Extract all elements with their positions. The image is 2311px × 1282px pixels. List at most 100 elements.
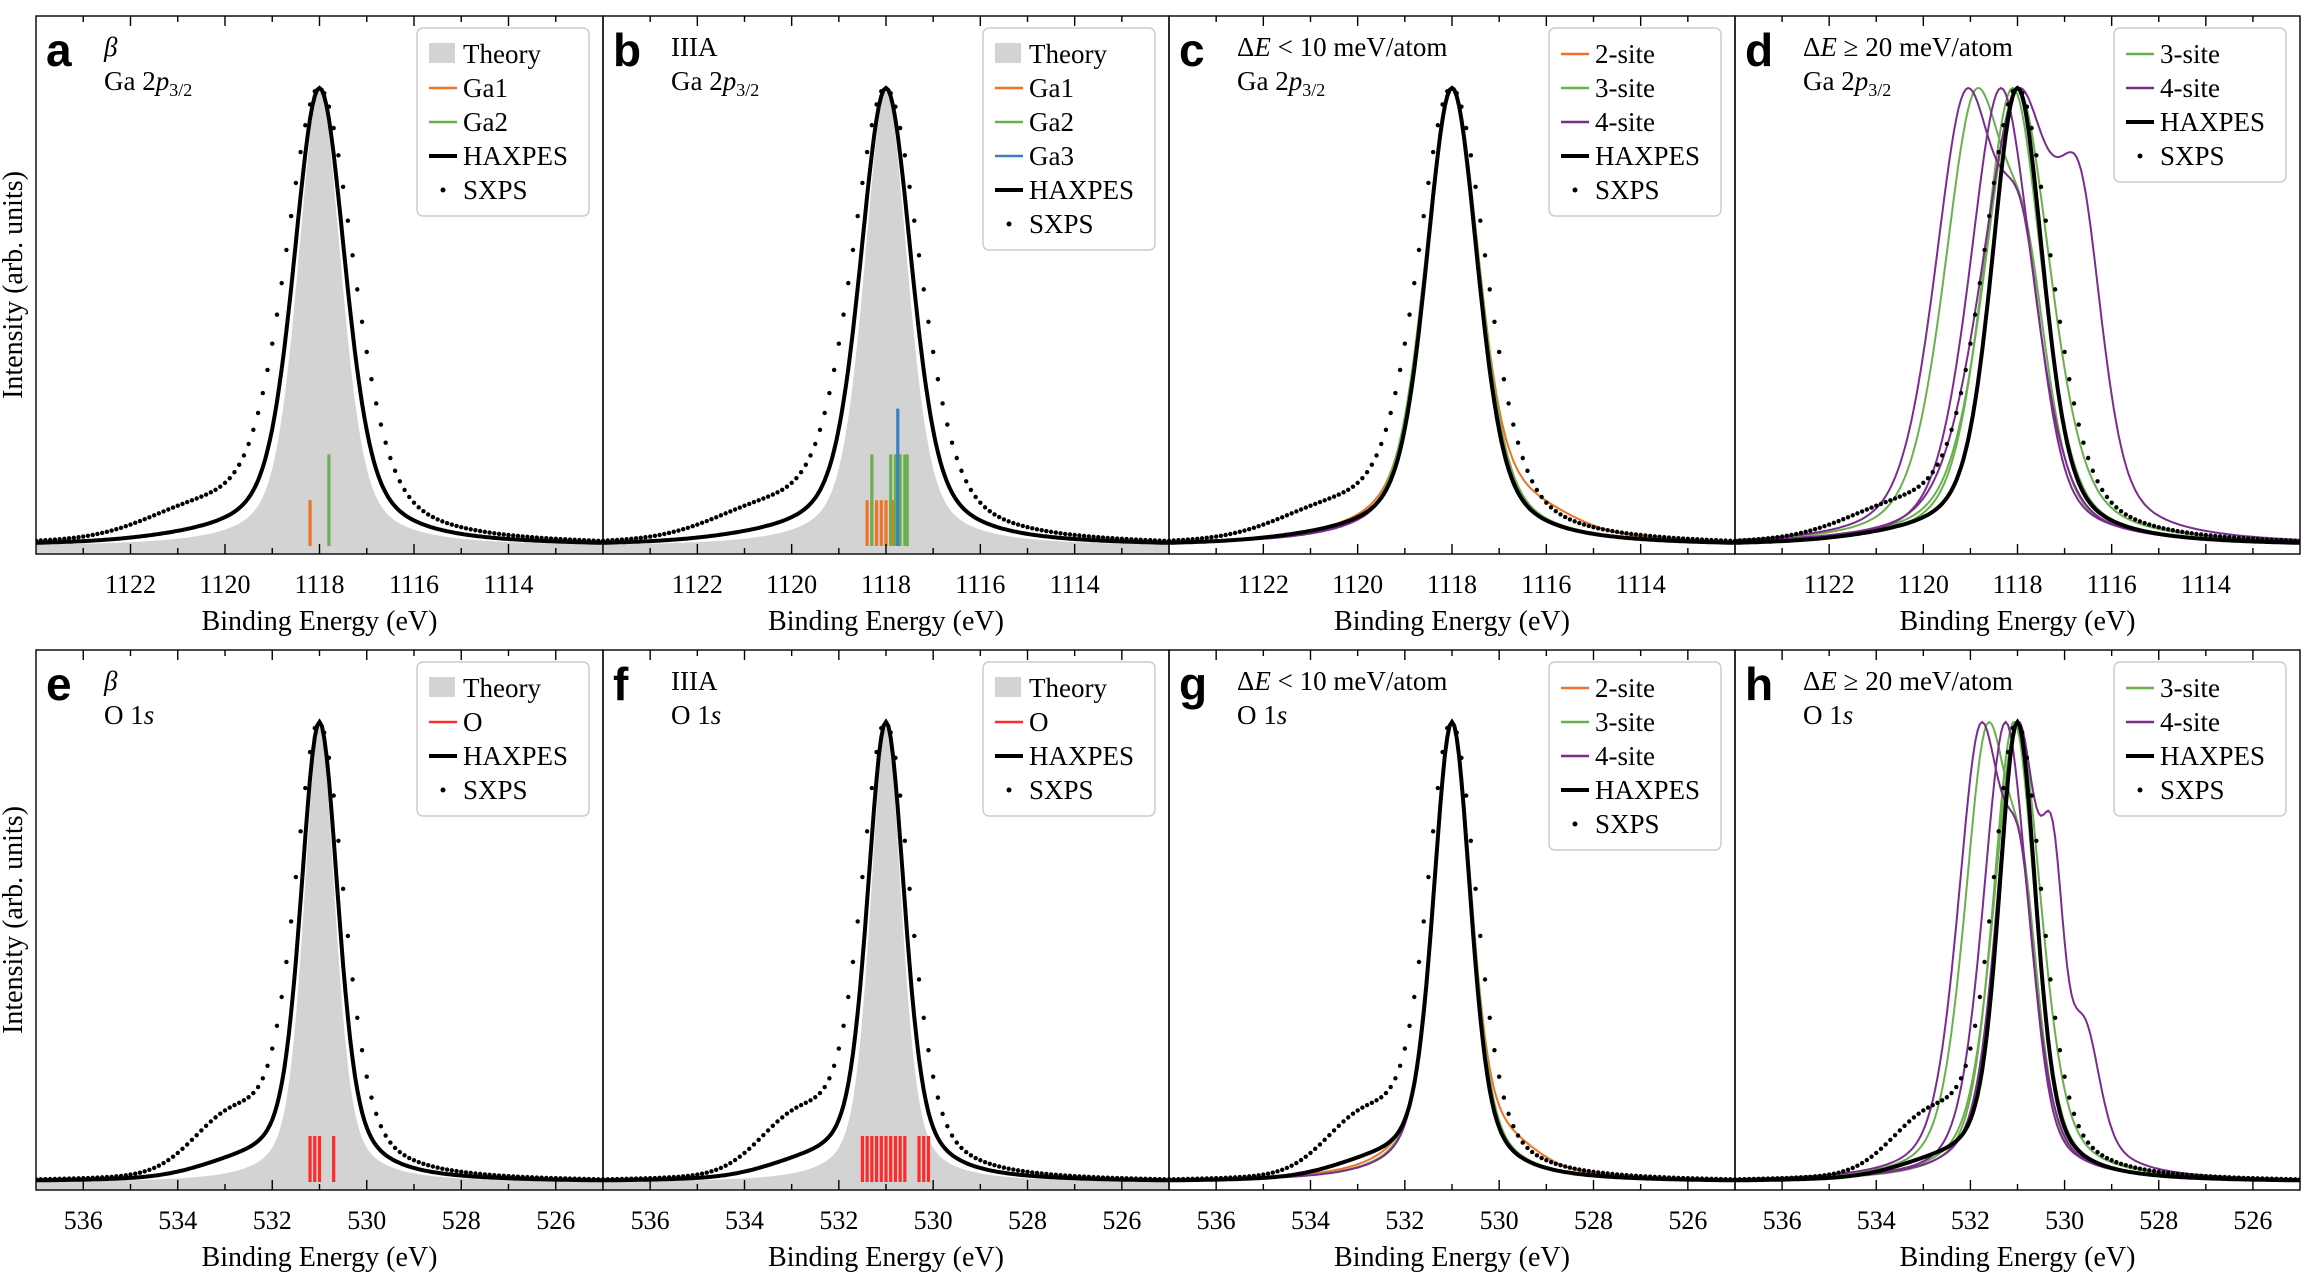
sxps-point (1916, 1111, 1921, 1116)
legend-box (982, 27, 1156, 251)
legend-label: 3-site (2160, 673, 2220, 703)
sxps-point (1374, 453, 1379, 458)
sxps-point (2067, 1095, 2072, 1100)
legend-label: SXPS (2160, 775, 2225, 805)
sxps-point (1803, 529, 1808, 535)
sxps-point (421, 1161, 426, 1166)
sxps-point (473, 528, 478, 533)
sxps-point (1610, 1171, 1615, 1177)
sxps-point (232, 470, 237, 475)
sxps-point (477, 528, 483, 534)
sxps-point (1704, 1176, 1709, 1181)
sxps-point (1346, 1115, 1351, 1120)
sxps-point (1039, 1171, 1044, 1176)
sxps-point (2260, 1176, 2265, 1181)
sxps-point (2114, 505, 2119, 510)
sxps-point (1761, 536, 1766, 542)
sxps-point (680, 1174, 686, 1179)
sxps-point (945, 1124, 950, 1129)
legend-box (416, 661, 590, 817)
sxps-point (671, 1174, 676, 1180)
sxps-point (1246, 527, 1252, 532)
sxps-point (737, 1154, 742, 1159)
panel-d: 1122 1120 1118 1116 1114 Binding Energy (eV) d… (1734, 15, 2301, 637)
sxps-point (322, 730, 327, 735)
sxps-point (374, 401, 379, 406)
sxps-point (1350, 484, 1356, 489)
sxps-point (629, 1176, 634, 1181)
sxps-point (227, 1105, 232, 1110)
sxps-point (529, 1175, 535, 1180)
x-tick-label: 1120 (199, 570, 250, 599)
sxps-point (1685, 536, 1691, 542)
sxps-point (274, 312, 280, 317)
sxps-point (2198, 1173, 2204, 1179)
legend-box (416, 27, 590, 217)
sxps-point (1511, 422, 1516, 427)
sxps-point (2001, 123, 2006, 128)
sxps-point (784, 1111, 790, 1116)
sxps-point (1610, 528, 1615, 534)
x-tick-label: 530 (347, 1206, 386, 1235)
sxps-point (1991, 180, 1997, 186)
sxps-point (624, 537, 629, 542)
sxps-point (1317, 499, 1323, 505)
sxps-point (199, 494, 204, 499)
panel-letter: a (46, 24, 72, 76)
sxps-point (1322, 498, 1327, 503)
sxps-point (90, 1175, 95, 1181)
sxps-point (1647, 1174, 1653, 1179)
sxps-point (322, 90, 327, 96)
panel-e: 536 534 532 530 528 526 Binding Energy (eV) Int… (0, 649, 604, 1273)
sxps-point (246, 441, 251, 447)
sxps-point (1261, 1172, 1266, 1177)
sxps-point (1402, 1046, 1408, 1051)
sxps-point (1859, 509, 1865, 514)
sxps-point (66, 1176, 72, 1181)
sxps-point (1364, 1102, 1370, 1108)
sxps-point (1237, 1174, 1242, 1180)
sxps-point (690, 524, 695, 529)
sxps-point (718, 1165, 724, 1171)
sxps-point (1563, 1164, 1568, 1169)
panel-label-line: ΔE < 10 meV/atom (1237, 32, 1447, 62)
x-axis-label: Binding Energy (eV) (1334, 606, 1570, 637)
sxps-point (822, 1084, 827, 1090)
sxps-point (1515, 1133, 1521, 1138)
sxps-point (52, 537, 58, 542)
x-tick-label: 528 (1008, 1206, 1047, 1235)
sxps-point (1511, 1124, 1516, 1129)
sxps-point (869, 785, 875, 791)
panel-letter: g (1179, 658, 1207, 710)
sxps-point (1619, 1172, 1625, 1178)
sxps-point (591, 1176, 596, 1182)
sxps-point (454, 1168, 459, 1174)
sxps-point (1430, 149, 1436, 155)
sxps-point (2005, 749, 2011, 755)
sxps-point (567, 537, 573, 542)
sxps-point (1756, 1176, 1761, 1182)
sxps-point (1402, 341, 1408, 346)
sxps-point (973, 494, 978, 500)
sxps-point (586, 538, 592, 543)
sxps-point (780, 487, 785, 492)
sxps-point (1355, 480, 1360, 486)
sxps-point (2048, 253, 2053, 258)
sxps-point (1463, 793, 1469, 798)
sxps-point (326, 104, 332, 109)
sxps-point (1388, 410, 1393, 416)
sxps-point (1114, 1175, 1120, 1181)
sxps-point (794, 1105, 799, 1110)
sxps-point (548, 1175, 554, 1181)
sxps-point (1242, 1174, 1247, 1179)
sxps-point (1897, 494, 1902, 499)
sxps-point (2038, 184, 2044, 190)
sxps-point (2114, 1159, 2119, 1165)
x-tick-label: 536 (1763, 1206, 1802, 1235)
sxps-point (676, 1174, 681, 1179)
sxps-point (1987, 213, 1992, 219)
sxps-point (1756, 537, 1761, 542)
sxps-point (784, 484, 790, 489)
sxps-point (2170, 528, 2176, 533)
sxps-point (203, 1123, 209, 1129)
